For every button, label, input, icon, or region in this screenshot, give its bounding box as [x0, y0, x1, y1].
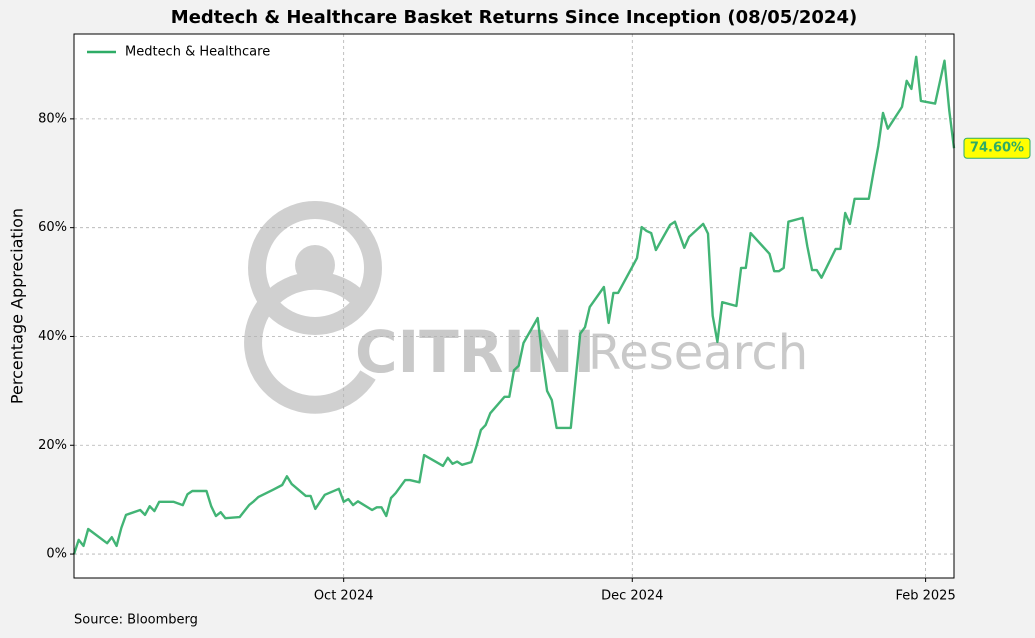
y-tick-label: 0%: [46, 547, 67, 562]
y-tick-label: 20%: [38, 438, 67, 453]
marks: [72, 55, 956, 555]
y-tick-label: 40%: [38, 329, 67, 344]
x-tick-label: Feb 2025: [895, 589, 955, 604]
grid: [74, 34, 954, 578]
x-tick-label: Oct 2024: [314, 589, 374, 604]
plot-frame: [73, 33, 955, 579]
series-line: [72, 55, 956, 555]
y-tick-label: 60%: [38, 220, 67, 235]
last-value-label: 74.60%: [970, 141, 1024, 156]
watermark-text: CITRINI: [355, 318, 595, 386]
watermark: CITRINI Research: [244, 201, 808, 414]
chart-title: Medtech & Healthcare Basket Returns Sinc…: [171, 7, 857, 28]
logo-ring: [248, 201, 382, 335]
y-tick-label: 80%: [38, 111, 67, 126]
legend-label: Medtech & Healthcare: [125, 45, 270, 60]
logo-arc: [244, 271, 376, 414]
y-axis-label: Percentage Appreciation: [8, 208, 27, 404]
x-tick-label: Dec 2024: [601, 589, 663, 604]
last-value-box: [963, 137, 1031, 159]
watermark-text: Research: [588, 325, 808, 381]
source: Source: Bloomberg: [74, 613, 198, 628]
plot-area: [74, 34, 954, 578]
